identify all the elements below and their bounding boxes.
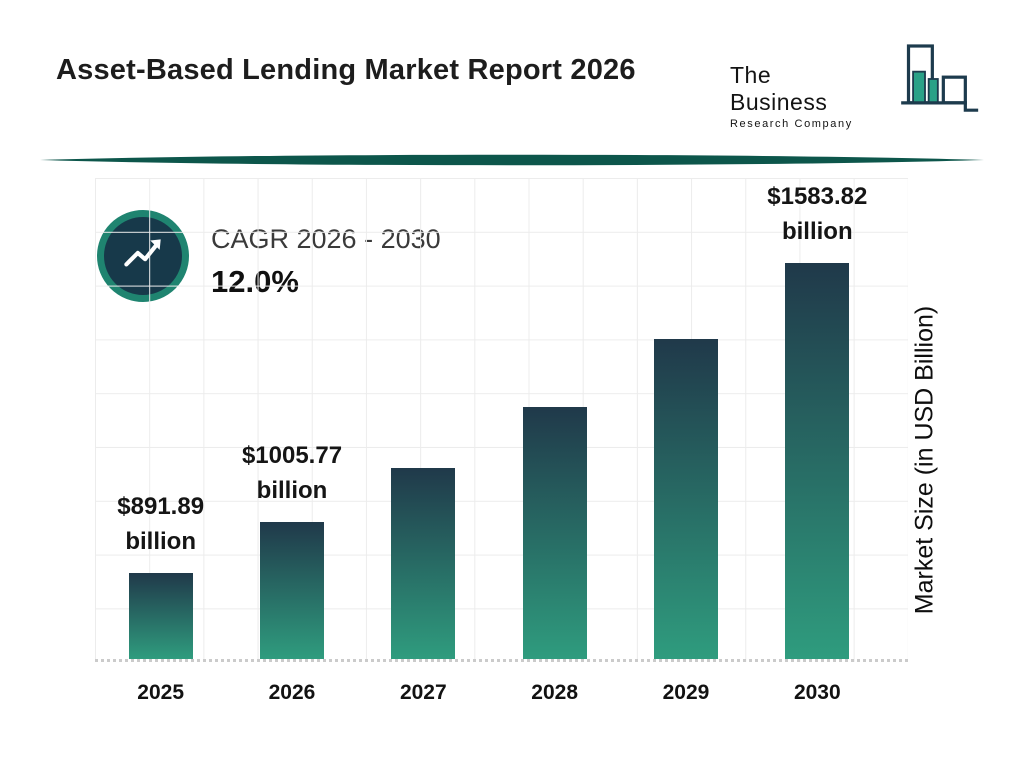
page-title: Asset-Based Lending Market Report 2026 xyxy=(56,54,636,86)
x-axis-label-2029: 2029 xyxy=(662,681,710,704)
company-logo: The Business Research Company xyxy=(730,40,980,130)
company-logo-name: The Business xyxy=(730,62,828,115)
bar-slot-2030: $1583.82 billion xyxy=(752,178,883,659)
bar-2026 xyxy=(259,522,324,659)
divider-rule xyxy=(40,152,984,168)
bar-2030 xyxy=(785,263,850,659)
bar-chart-logo-icon xyxy=(870,40,980,123)
bar-chart-plot-area: $891.89 billion $1005.77 billion $1583.82 bil… xyxy=(95,178,908,662)
x-axis: 2025 2026 2027 2028 2029 2030 xyxy=(95,681,883,705)
bar-2027 xyxy=(391,468,456,659)
bar-value-label-2030: $1583.82 billion xyxy=(767,183,868,246)
x-axis-label-2026: 2026 xyxy=(268,681,316,704)
bar-2028 xyxy=(522,407,587,659)
bar-value-label-2026: $1005.77 billion xyxy=(241,442,343,505)
bar-group: $891.89 billion $1005.77 billion $1583.82 bil… xyxy=(95,178,883,659)
company-logo-subtitle: Research Company xyxy=(730,118,853,130)
bar-slot-2029 xyxy=(620,178,751,659)
x-axis-label-2025: 2025 xyxy=(137,681,185,704)
company-logo-text: The Business Research Company xyxy=(730,62,864,130)
x-axis-label-2028: 2028 xyxy=(531,681,578,704)
bar-value-label-2025: $891.89 billion xyxy=(117,493,205,556)
bar-slot-2026: $1005.77 billion xyxy=(226,178,357,659)
bar-slot-2027 xyxy=(358,178,489,659)
bar-slot-2025: $891.89 billion xyxy=(95,178,226,659)
bar-slot-2028 xyxy=(489,178,620,659)
x-axis-label-2030: 2030 xyxy=(793,681,841,704)
bar-2025 xyxy=(128,573,193,659)
bar-2029 xyxy=(653,339,718,659)
y-axis-title: Market Size (in USD Billion) xyxy=(910,305,939,615)
x-axis-label-2027: 2027 xyxy=(399,681,447,704)
